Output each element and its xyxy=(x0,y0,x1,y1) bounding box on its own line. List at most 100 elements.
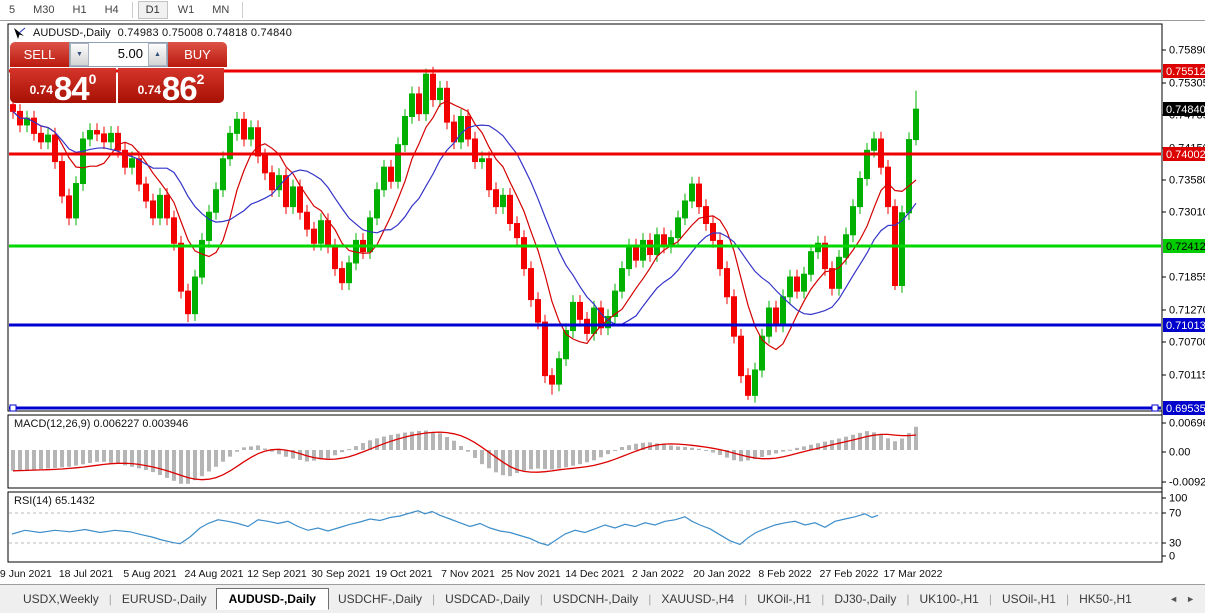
candle xyxy=(395,144,401,182)
buy-button[interactable]: BUY xyxy=(168,42,227,67)
candle xyxy=(129,158,135,168)
one-click-trade-widget: SELL ▼ 5.00 ▲ BUY 0.74 84 0 0.74 86 2 xyxy=(10,42,227,107)
date-axis-label: 29 Jun 2021 xyxy=(0,568,52,580)
sell-price-big: 84 xyxy=(53,70,90,107)
price-badge xyxy=(1163,102,1205,116)
price-axis: 0.758900.753050.747350.741500.735800.730… xyxy=(1161,24,1205,562)
candle xyxy=(52,134,58,163)
date-axis-label: 27 Feb 2022 xyxy=(820,568,879,580)
candle xyxy=(472,138,478,163)
candle xyxy=(38,132,44,143)
macd-axis-label: 0.00 xyxy=(1169,447,1190,459)
candle xyxy=(549,375,555,385)
timeframe-button-h1[interactable]: H1 xyxy=(72,4,87,16)
date-axis-label: 24 Aug 2021 xyxy=(185,568,244,580)
candle xyxy=(437,87,443,101)
chart-tab-usdcnh-daily[interactable]: USDCNH-,Daily xyxy=(552,592,639,606)
candle xyxy=(234,118,240,134)
candle xyxy=(66,195,72,219)
rsi-axis-label: 30 xyxy=(1169,538,1181,550)
timeframe-button-d1[interactable]: D1 xyxy=(137,1,168,19)
candle xyxy=(304,211,310,230)
timeframe-button-5[interactable]: 5 xyxy=(9,4,16,16)
tab-separator: | xyxy=(821,592,825,606)
rsi-pane-content xyxy=(9,510,1161,546)
chart-tab-usoil-h1[interactable]: USOil-,H1 xyxy=(1001,592,1056,606)
tab-scroll-left-icon[interactable]: ◄ xyxy=(1169,594,1179,604)
volume-decrease-button[interactable]: ▼ xyxy=(70,43,89,66)
candle xyxy=(143,183,149,202)
candle xyxy=(101,133,107,143)
candle xyxy=(682,200,688,219)
candle xyxy=(136,158,142,185)
date-axis-label: 5 Aug 2021 xyxy=(123,568,176,580)
candle xyxy=(710,223,716,241)
rsi-axis-label: 0 xyxy=(1169,551,1175,563)
buy-price-sup: 2 xyxy=(196,71,205,87)
macd-indicator-label: MACD(12,26,9) 0.006227 0.003946 xyxy=(14,418,189,430)
date-axis-label: 14 Dec 2021 xyxy=(565,568,625,580)
chart-tab-usdx-weekly[interactable]: USDX,Weekly xyxy=(23,592,99,606)
price-badge-text: 0.71013 xyxy=(1166,320,1205,332)
chart-tab-usdchf-daily[interactable]: USDCHF-,Daily xyxy=(337,592,422,606)
candle xyxy=(388,166,394,182)
candle xyxy=(423,73,429,115)
chart-tab-dj30-daily[interactable]: DJ30-,Daily xyxy=(834,592,897,606)
volume-increase-button[interactable]: ▲ xyxy=(148,43,167,66)
candle xyxy=(794,276,800,292)
candle xyxy=(171,217,177,244)
volume-input[interactable]: 5.00 xyxy=(117,46,143,61)
candle xyxy=(122,149,128,168)
candle xyxy=(696,183,702,208)
timeframe-button-h4[interactable]: H4 xyxy=(104,4,119,16)
timeframe-button-m30[interactable]: M30 xyxy=(33,4,55,16)
candle xyxy=(367,217,373,253)
sell-button[interactable]: SELL xyxy=(10,42,69,67)
sell-price-sup: 0 xyxy=(88,71,97,87)
tab-scroll-right-icon[interactable]: ► xyxy=(1186,594,1195,604)
candle xyxy=(290,186,296,208)
chart-tab-uk100-h1[interactable]: UK100-,H1 xyxy=(919,592,979,606)
candle xyxy=(724,268,730,298)
candle xyxy=(325,220,331,247)
candle xyxy=(836,256,842,289)
candle xyxy=(822,242,828,270)
timeframe-button-mn[interactable]: MN xyxy=(212,4,230,16)
timeframe-button-w1[interactable]: W1 xyxy=(177,4,195,16)
candle xyxy=(612,290,618,317)
candle xyxy=(864,149,870,179)
chart-tab-audusd-daily[interactable]: AUDUSD-,Daily xyxy=(215,588,329,610)
candle xyxy=(451,121,457,143)
chart-tab-ukoil-h1[interactable]: UKOil-,H1 xyxy=(757,592,812,606)
chart-header: AUDUSD-,Daily 0.74983 0.75008 0.74818 0.… xyxy=(13,26,292,40)
candle xyxy=(381,166,387,191)
price-axis-label: 0.71270 xyxy=(1169,305,1205,317)
candle xyxy=(241,118,247,140)
candle xyxy=(766,307,772,337)
ma-fast-line xyxy=(12,100,917,351)
candle xyxy=(486,158,492,191)
line-handle[interactable] xyxy=(9,404,17,412)
price-axis-label: 0.75305 xyxy=(1169,78,1205,90)
timeframe-toolbar: 5 M30 H1 H4 D1 W1 MN xyxy=(0,0,1205,21)
candle xyxy=(178,242,184,292)
candle xyxy=(318,220,324,244)
tab-separator: | xyxy=(988,592,992,606)
price-badge-text: 0.75512 xyxy=(1166,66,1205,78)
chart-tab-xauusd-h4[interactable]: XAUUSD-,H4 xyxy=(661,592,735,606)
candle xyxy=(115,132,121,151)
chart-tab-hk50-h1[interactable]: HK50-,H1 xyxy=(1079,592,1132,606)
volume-stepper: ▼ 5.00 ▲ xyxy=(69,42,168,67)
line-handle[interactable] xyxy=(1151,404,1159,412)
candle xyxy=(185,290,191,315)
buy-price-panel[interactable]: 0.74 86 2 xyxy=(118,68,224,105)
sell-price-panel[interactable]: 0.74 84 0 xyxy=(10,68,116,107)
chart-tab-eurusd-daily[interactable]: EURUSD-,Daily xyxy=(121,592,207,606)
buy-price-prefix: 0.74 xyxy=(137,83,161,97)
date-axis-label: 17 Mar 2022 xyxy=(884,568,943,580)
chart-tab-usdcad-daily[interactable]: USDCAD-,Daily xyxy=(445,592,530,606)
candle xyxy=(626,245,632,270)
price-axis-label: 0.70115 xyxy=(1169,370,1205,382)
candle xyxy=(913,108,919,141)
